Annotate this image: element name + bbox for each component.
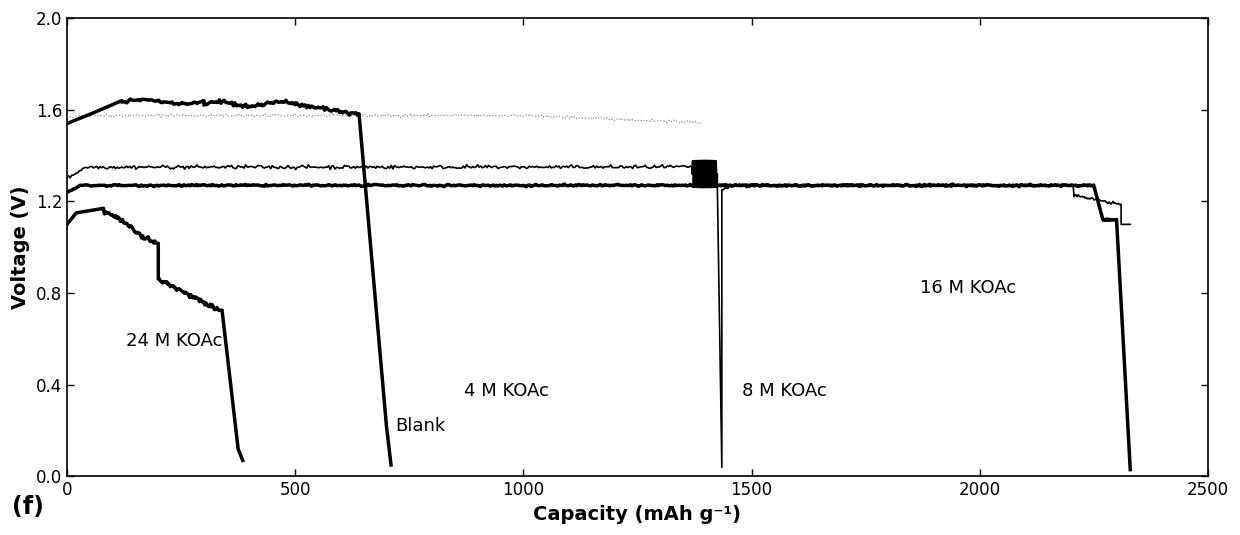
Text: 16 M KOAc: 16 M KOAc bbox=[920, 279, 1017, 297]
Y-axis label: Voltage (V): Voltage (V) bbox=[11, 186, 30, 309]
Text: (f): (f) bbox=[12, 495, 45, 519]
Text: 24 M KOAc: 24 M KOAc bbox=[126, 332, 223, 350]
Text: 4 M KOAc: 4 M KOAc bbox=[464, 383, 549, 400]
Text: 8 M KOAc: 8 M KOAc bbox=[743, 383, 827, 400]
X-axis label: Capacity (mAh g⁻¹): Capacity (mAh g⁻¹) bbox=[533, 505, 742, 524]
Text: Blank: Blank bbox=[396, 417, 446, 434]
